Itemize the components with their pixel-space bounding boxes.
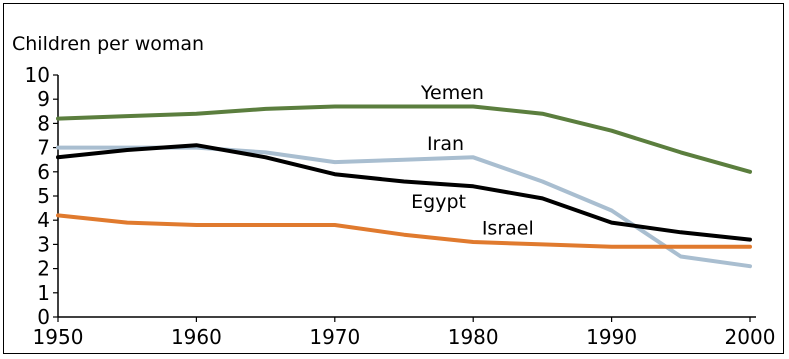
y-tick-label: 0 bbox=[37, 305, 50, 329]
x-tick-label: 2000 bbox=[725, 325, 776, 349]
series-line-israel bbox=[56, 213, 752, 249]
series-line-egypt bbox=[56, 143, 752, 242]
y-tick-label: 5 bbox=[37, 184, 50, 208]
chart-frame: Children per woman 0 1 2 3 4 5 6 7 8 9 10 1950 1960 1… bbox=[3, 3, 784, 354]
y-tick-label: 10 bbox=[25, 63, 50, 87]
series-lines bbox=[56, 104, 752, 269]
y-tick-label: 9 bbox=[37, 87, 50, 111]
x-tick-label: 1960 bbox=[171, 325, 222, 349]
x-tick-label: 1990 bbox=[586, 325, 637, 349]
y-tick-label: 1 bbox=[37, 281, 50, 305]
series-labels: Yemen Iran Egypt Israel bbox=[411, 82, 534, 240]
y-tick-label: 2 bbox=[37, 257, 50, 281]
y-tick-label: 3 bbox=[37, 232, 50, 256]
y-tick-label: 4 bbox=[37, 208, 50, 232]
series-label-israel: Israel bbox=[482, 218, 534, 240]
x-tick-label: 1950 bbox=[33, 325, 84, 349]
y-tick-label: 8 bbox=[37, 111, 50, 135]
x-tick-label: 1970 bbox=[309, 325, 360, 349]
series-label-iran: Iran bbox=[427, 133, 464, 155]
y-axis-title: Children per woman bbox=[12, 33, 204, 55]
series-label-yemen: Yemen bbox=[420, 82, 484, 104]
axes bbox=[57, 75, 756, 318]
series-line-yemen bbox=[56, 104, 752, 174]
series-label-egypt: Egypt bbox=[411, 191, 466, 213]
y-tick-label: 7 bbox=[37, 136, 50, 160]
x-tick-label: 1980 bbox=[448, 325, 499, 349]
y-tick-label: 6 bbox=[37, 160, 50, 184]
